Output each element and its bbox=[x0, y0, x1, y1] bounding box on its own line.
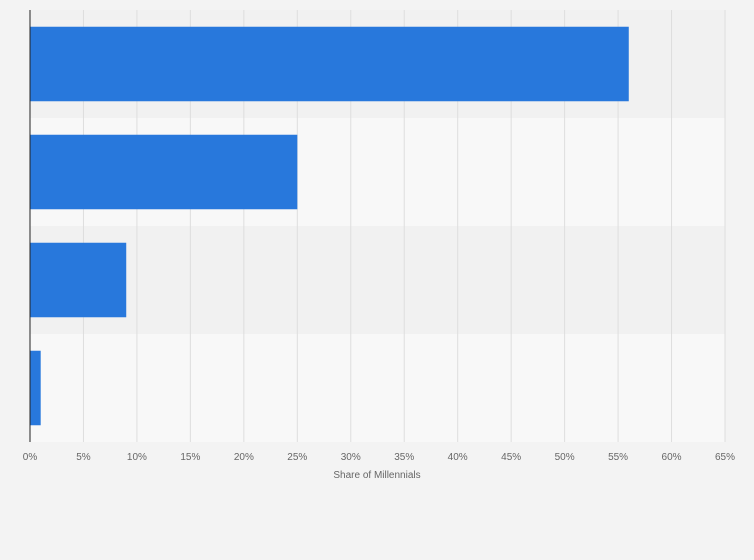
x-tick-label: 55% bbox=[608, 452, 628, 463]
bar[interactable] bbox=[30, 242, 127, 318]
bars bbox=[30, 26, 629, 426]
x-tick-label: 5% bbox=[76, 452, 91, 463]
x-tick-label: 30% bbox=[341, 452, 361, 463]
x-tick-label: 15% bbox=[180, 452, 200, 463]
row-band bbox=[30, 334, 725, 442]
row-band bbox=[30, 226, 725, 334]
x-tick-labels: 0% 5% 10% 15% 20% 25% 30% 35% 40% 45% 50% 55% 60% 65% bbox=[23, 452, 735, 463]
x-axis-title: Share of Millennials bbox=[333, 470, 420, 481]
x-tick-label: 45% bbox=[501, 452, 521, 463]
x-tick-label: 25% bbox=[287, 452, 307, 463]
x-tick-label: 50% bbox=[555, 452, 575, 463]
x-tick-label: 60% bbox=[662, 452, 682, 463]
x-tick-label: 35% bbox=[394, 452, 414, 463]
gridlines bbox=[82, 10, 726, 442]
x-tick-label: 20% bbox=[234, 452, 254, 463]
bar[interactable] bbox=[30, 134, 298, 210]
bar[interactable] bbox=[30, 26, 629, 102]
bar[interactable] bbox=[30, 350, 41, 426]
x-tick-label: 65% bbox=[715, 452, 735, 463]
x-tick-label: 10% bbox=[127, 452, 147, 463]
x-tick-label: 40% bbox=[448, 452, 468, 463]
x-tick-label: 0% bbox=[23, 452, 38, 463]
